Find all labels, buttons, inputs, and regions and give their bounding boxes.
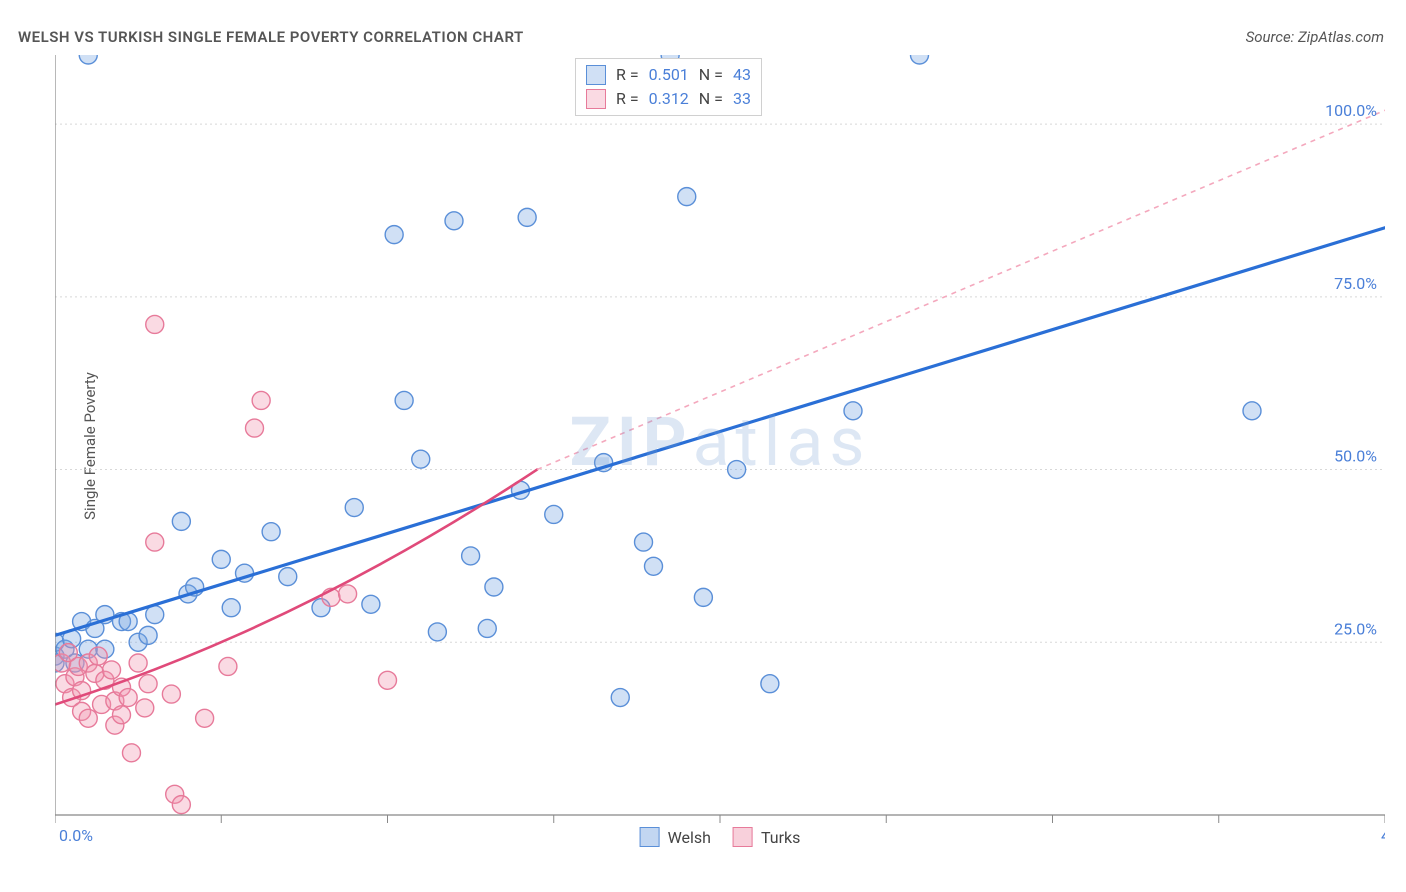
- svg-text:25.0%: 25.0%: [1334, 619, 1377, 638]
- n-label: N =: [699, 87, 723, 111]
- source-prefix: Source:: [1246, 28, 1298, 46]
- swatch-welsh: [586, 65, 606, 85]
- source-name: ZipAtlas.com: [1298, 28, 1384, 46]
- legend-item-welsh: Welsh: [640, 827, 711, 847]
- r-label: R =: [616, 87, 639, 111]
- r-value-turks: 0.312: [649, 87, 689, 111]
- svg-text:50.0%: 50.0%: [1334, 447, 1377, 466]
- n-value-turks: 33: [733, 87, 751, 111]
- svg-text:40.0%: 40.0%: [1381, 826, 1385, 845]
- series-legend: Welsh Turks: [640, 827, 801, 847]
- swatch-welsh: [640, 827, 660, 847]
- r-label: R =: [616, 63, 639, 87]
- legend-row-turks: R = 0.312 N = 33: [586, 87, 751, 111]
- svg-text:0.0%: 0.0%: [59, 826, 93, 845]
- legend-item-turks: Turks: [733, 827, 800, 847]
- legend-label-welsh: Welsh: [668, 828, 711, 847]
- chart-title: WELSH VS TURKISH SINGLE FEMALE POVERTY C…: [18, 28, 524, 46]
- swatch-turks: [733, 827, 753, 847]
- chart-container: WELSH VS TURKISH SINGLE FEMALE POVERTY C…: [0, 0, 1406, 892]
- source-attribution: Source: ZipAtlas.com: [1246, 28, 1384, 46]
- plot-area: 25.0%50.0%75.0%100.0%0.0%40.0% ZIPatlas …: [55, 55, 1385, 845]
- n-label: N =: [699, 63, 723, 87]
- svg-text:100.0%: 100.0%: [1325, 101, 1377, 120]
- n-value-welsh: 43: [733, 63, 751, 87]
- svg-text:75.0%: 75.0%: [1334, 274, 1377, 293]
- chart-svg: 25.0% 50.0% 75.0% 100.0% 0.0% 40.0%: [55, 55, 1385, 845]
- r-value-welsh: 0.501: [649, 63, 689, 87]
- correlation-legend: R = 0.501 N = 43 R = 0.312 N = 33: [575, 58, 762, 116]
- swatch-turks: [586, 89, 606, 109]
- legend-row-welsh: R = 0.501 N = 43: [586, 63, 751, 87]
- legend-label-turks: Turks: [761, 828, 800, 847]
